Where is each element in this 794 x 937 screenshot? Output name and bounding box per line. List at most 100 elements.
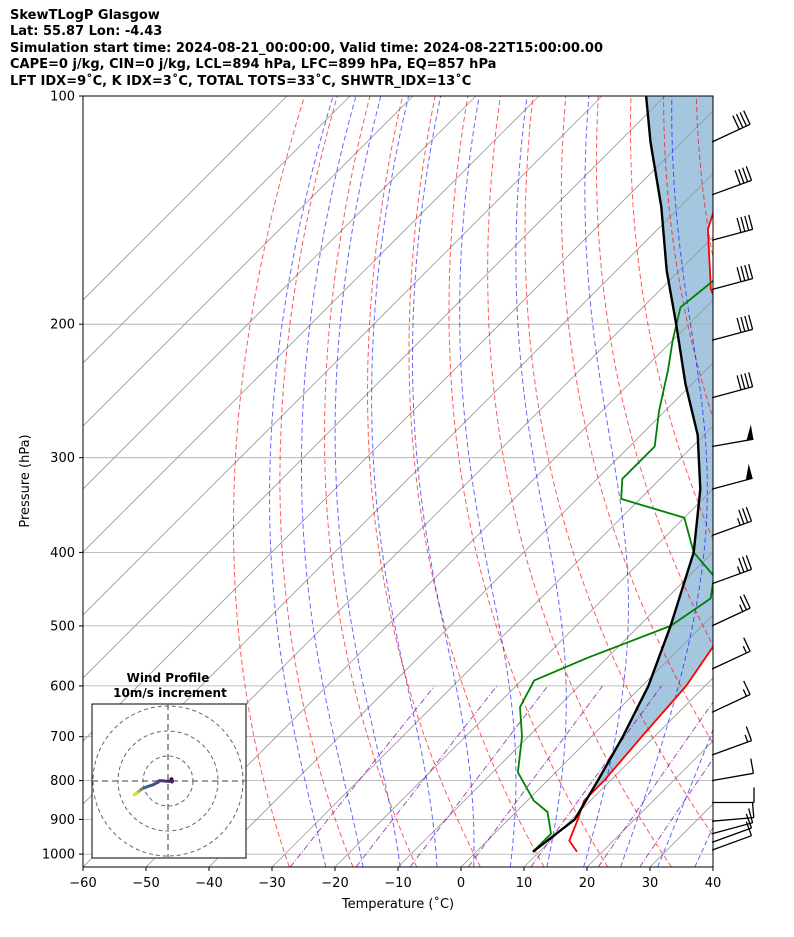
hodograph-inset: Wind Profile 10m/s increment [91, 671, 247, 859]
isotherm-line [83, 96, 351, 364]
barb-full-feather [745, 506, 753, 522]
x-tick-label: −50 [132, 876, 159, 891]
hodograph-title: Wind Profile [127, 671, 210, 685]
barb-full-feather [744, 265, 750, 280]
barb-staff [711, 520, 752, 537]
barb-staff [711, 228, 753, 241]
wind-barb [711, 264, 754, 291]
x-tick-label: 10 [516, 876, 533, 891]
y-tick-label: 500 [50, 619, 75, 634]
wind-barb [711, 555, 753, 585]
barb-full-feather [748, 314, 754, 330]
barb-full-feather [739, 112, 747, 127]
stability-indices-2: LFT IDX=9˚C, K IDX=3˚C, TOTAL TOTS=33˚C,… [10, 73, 472, 89]
y-axis-title: Pressure (hPa) [18, 434, 33, 527]
wind-barb [711, 314, 754, 341]
dry-adiabat [324, 96, 418, 867]
dry-adiabat [448, 96, 609, 867]
cape-region [582, 96, 713, 805]
barb-staff [711, 739, 752, 756]
barb-full-feather [741, 556, 749, 572]
barb-full-feather [736, 217, 742, 233]
barb-full-feather [750, 758, 755, 774]
wind-barb [711, 110, 751, 143]
x-tick-label: −60 [69, 876, 96, 891]
isotherm-line [334, 488, 713, 867]
barb-staff [711, 693, 751, 713]
barb-full-feather [739, 595, 747, 611]
wind-barb [711, 424, 754, 448]
barb-full-feather [743, 594, 751, 609]
stability-indices-1: CAPE=0 j/kg, CIN=0 j/kg, LCL=894 hPa, LF… [10, 57, 497, 73]
barb-full-feather [743, 680, 751, 695]
barb-full-feather [745, 726, 753, 741]
moist-adiabat [459, 96, 517, 867]
isotherm-line [460, 614, 713, 867]
barb-full-feather [740, 374, 746, 390]
barb-staff [711, 607, 751, 627]
barb-full-feather [735, 113, 744, 128]
x-tick-label: 20 [579, 876, 596, 891]
moist-adiabat [412, 96, 475, 867]
barb-full-feather [751, 802, 755, 818]
x-tick-label: −30 [258, 876, 285, 891]
x-tick-label: −40 [195, 876, 222, 891]
wind-barb [711, 506, 753, 537]
wind-barb [711, 463, 753, 490]
moist-adiabat [371, 96, 438, 867]
barb-half-feather [739, 604, 744, 612]
moist-adiabat [301, 96, 364, 867]
barb-full-feather [736, 375, 742, 391]
dry-adiabat [663, 96, 713, 420]
barb-full-feather [738, 168, 745, 184]
mixing-ratio-line [467, 685, 604, 867]
barb-staff [711, 568, 752, 585]
wind-barb [712, 787, 755, 804]
wind-barb [711, 637, 751, 670]
moist-adiabat [515, 96, 567, 867]
barb-half-feather [736, 566, 741, 574]
mixing-ratio-line [530, 685, 662, 867]
wind-barb [711, 214, 754, 241]
y-tick-label: 200 [50, 318, 75, 333]
barb-staff [711, 816, 754, 822]
x-axis-title: Temperature (˚C) [341, 896, 454, 912]
barb-half-feather [736, 517, 741, 526]
header: SkewTLogP Glasgow Lat: 55.87 Lon: -4.43 … [10, 8, 603, 90]
wind-barbs [711, 110, 755, 851]
barb-full-feather [740, 216, 746, 232]
barb-full-feather [732, 115, 740, 130]
barb-full-feather [748, 372, 754, 387]
dewpoint-line [517, 279, 713, 853]
wind-barb [711, 821, 753, 851]
isotherm-line [208, 362, 713, 867]
y-tick-label: 800 [50, 774, 75, 789]
moist-adiabat [334, 96, 401, 867]
mixing-ratio-line [409, 685, 549, 867]
sounding-profiles [517, 96, 713, 853]
barb-full-feather [745, 555, 753, 570]
dry-adiabat [560, 96, 713, 745]
isotherm-line [145, 299, 713, 867]
barb-full-feather [744, 315, 750, 331]
wind-barb [711, 758, 755, 782]
simulation-times: Simulation start time: 2024-08-21_00:00:… [10, 40, 603, 56]
moist-adiabat [583, 96, 629, 867]
x-tick-label: 30 [642, 876, 659, 891]
title-station: SkewTLogP Glasgow [10, 8, 160, 23]
barb-staff [711, 123, 751, 143]
barb-staff [711, 477, 753, 490]
barb-staff [711, 277, 753, 291]
isotherm-line [83, 96, 477, 490]
barb-staff [711, 650, 751, 670]
isotherm-line [776, 96, 794, 867]
isotherm-line [83, 96, 288, 301]
x-tick-label: −20 [321, 876, 348, 891]
y-tick-label: 300 [50, 451, 75, 466]
barb-full-feather [740, 266, 746, 281]
wind-barb [711, 813, 753, 844]
dry-adiabat [524, 96, 713, 837]
coordinates: Lat: 55.87 Lon: -4.43 [10, 24, 163, 40]
hodograph-trace-segment [132, 791, 139, 797]
